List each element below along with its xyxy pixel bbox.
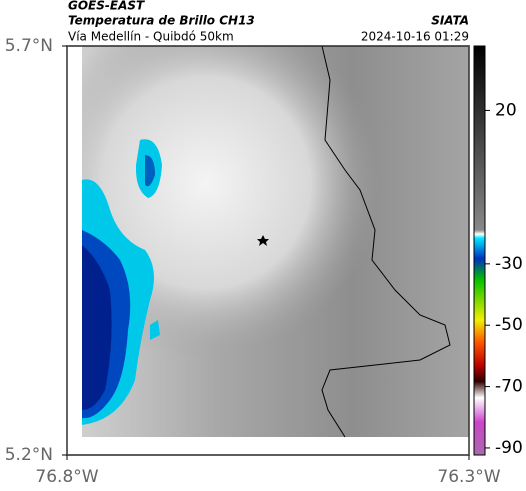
y-tick-label: 5.7°N [5,36,53,56]
colorbar [473,45,486,456]
colorbar-tick-label: -30 [495,254,523,274]
source: GOES-EAST [68,0,145,13]
x-tick-label: 76.8°W [35,467,98,487]
title: Temperatura de Brillo CH13 [68,14,255,28]
colorbar-tick-label: 20 [495,100,517,120]
datetime: 2024-10-16 01:29 [361,30,469,44]
colorbar-tick-label: -70 [495,377,523,397]
colorbar-tick-label: -50 [495,315,523,335]
colorbar-tick-label: -90 [495,438,523,458]
x-tick-label: 76.3°W [437,467,500,487]
imagery [82,45,469,438]
brand: SIATA [431,14,469,28]
y-tick-label: 5.2°N [5,445,53,465]
subtitle: Vía Medellín - Quibdó 50km [68,30,234,44]
location-marker [257,235,269,246]
